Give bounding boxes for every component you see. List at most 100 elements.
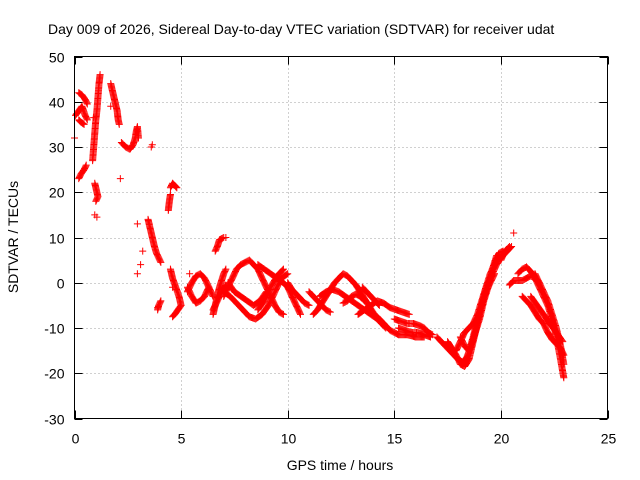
data-point bbox=[128, 143, 136, 151]
data-point bbox=[204, 284, 212, 292]
data-point bbox=[82, 162, 90, 170]
data-point bbox=[296, 310, 304, 318]
data-point bbox=[154, 304, 162, 312]
data-point bbox=[186, 270, 194, 278]
x-tick-label: 0 bbox=[72, 431, 80, 447]
y-tick-label: -30 bbox=[44, 412, 64, 428]
data-point bbox=[326, 308, 334, 316]
data-point bbox=[173, 184, 181, 192]
data-point bbox=[133, 220, 141, 228]
data-point bbox=[169, 312, 177, 320]
data-point bbox=[156, 257, 164, 265]
data-point bbox=[320, 289, 328, 297]
data-point bbox=[384, 302, 392, 310]
y-axis-ticks: -30 -20 -10 0 10 20 30 40 50 bbox=[44, 50, 608, 428]
data-point bbox=[171, 182, 179, 190]
data-point bbox=[296, 309, 304, 317]
data-point bbox=[157, 258, 165, 266]
x-axis-label: GPS time / hours bbox=[287, 457, 394, 473]
x-axis-ticks: 0 5 10 15 20 25 bbox=[72, 56, 617, 447]
data-point bbox=[145, 220, 153, 228]
data-point bbox=[221, 266, 229, 274]
data-point bbox=[78, 119, 86, 127]
data-point bbox=[148, 141, 156, 149]
data-point bbox=[427, 333, 435, 341]
data-point bbox=[134, 134, 142, 142]
data-point bbox=[79, 167, 87, 175]
x-tick-label: 10 bbox=[281, 431, 297, 447]
data-point bbox=[560, 360, 568, 368]
data-point bbox=[157, 297, 165, 305]
data-point bbox=[80, 120, 88, 128]
chart-title: Day 009 of 2026, Sidereal Day-to-day VTE… bbox=[48, 21, 554, 37]
data-point bbox=[139, 247, 147, 255]
x-tick-label: 5 bbox=[178, 431, 186, 447]
x-tick-label: 20 bbox=[494, 431, 510, 447]
data-point bbox=[115, 120, 123, 128]
data-point bbox=[510, 229, 518, 237]
data-point bbox=[490, 271, 498, 279]
plot-frame bbox=[74, 56, 608, 419]
data-point bbox=[205, 283, 213, 291]
data-point bbox=[222, 234, 230, 241]
data-point bbox=[560, 351, 568, 359]
data-point bbox=[137, 261, 145, 269]
data-point bbox=[83, 100, 91, 108]
y-tick-label: 10 bbox=[49, 231, 65, 247]
data-point bbox=[491, 270, 499, 278]
data-point bbox=[83, 99, 91, 107]
data-point bbox=[93, 213, 101, 221]
y-tick-label: 30 bbox=[49, 140, 65, 156]
data-point bbox=[359, 295, 367, 303]
data-point bbox=[279, 266, 287, 274]
x-tick-label: 15 bbox=[387, 431, 403, 447]
y-tick-label: -20 bbox=[44, 366, 64, 382]
data-point bbox=[405, 310, 413, 318]
data-point bbox=[279, 310, 287, 318]
data-point bbox=[305, 301, 313, 309]
data-point bbox=[325, 308, 333, 316]
data-point bbox=[92, 196, 100, 204]
y-tick-label: 50 bbox=[49, 50, 65, 66]
y-tick-label: 40 bbox=[49, 95, 65, 111]
data-point bbox=[82, 161, 90, 169]
data-point bbox=[166, 191, 174, 199]
data-point bbox=[559, 350, 567, 358]
data-point bbox=[560, 374, 568, 382]
data-point bbox=[133, 270, 141, 278]
y-tick-label: 0 bbox=[57, 276, 65, 292]
data-point bbox=[172, 183, 180, 191]
data-point bbox=[360, 297, 368, 305]
data-point bbox=[559, 338, 567, 346]
data-point bbox=[169, 313, 177, 321]
data-points bbox=[71, 71, 568, 382]
data-point bbox=[304, 301, 312, 309]
data-point bbox=[156, 298, 164, 306]
data-point bbox=[83, 116, 91, 124]
data-point bbox=[360, 296, 368, 304]
data-point bbox=[80, 94, 88, 102]
x-tick-label: 25 bbox=[601, 431, 617, 447]
data-point bbox=[282, 271, 290, 279]
data-point bbox=[170, 311, 178, 319]
data-point bbox=[278, 267, 286, 275]
data-point bbox=[90, 114, 98, 122]
y-axis-label: SDTVAR / TECUs bbox=[5, 181, 21, 293]
data-point bbox=[505, 243, 513, 251]
data-point bbox=[222, 265, 230, 273]
y-tick-label: 20 bbox=[49, 185, 65, 201]
grid-lines bbox=[74, 56, 608, 419]
data-point bbox=[79, 120, 87, 128]
data-point bbox=[504, 244, 512, 252]
data-point bbox=[107, 102, 115, 110]
data-point bbox=[219, 234, 227, 242]
data-point bbox=[279, 265, 287, 273]
y-tick-label: -10 bbox=[44, 321, 64, 337]
data-point bbox=[92, 197, 100, 205]
data-point bbox=[83, 115, 91, 123]
data-point bbox=[116, 175, 124, 183]
data-point bbox=[283, 270, 291, 278]
data-point bbox=[558, 337, 566, 345]
data-point bbox=[169, 283, 177, 291]
